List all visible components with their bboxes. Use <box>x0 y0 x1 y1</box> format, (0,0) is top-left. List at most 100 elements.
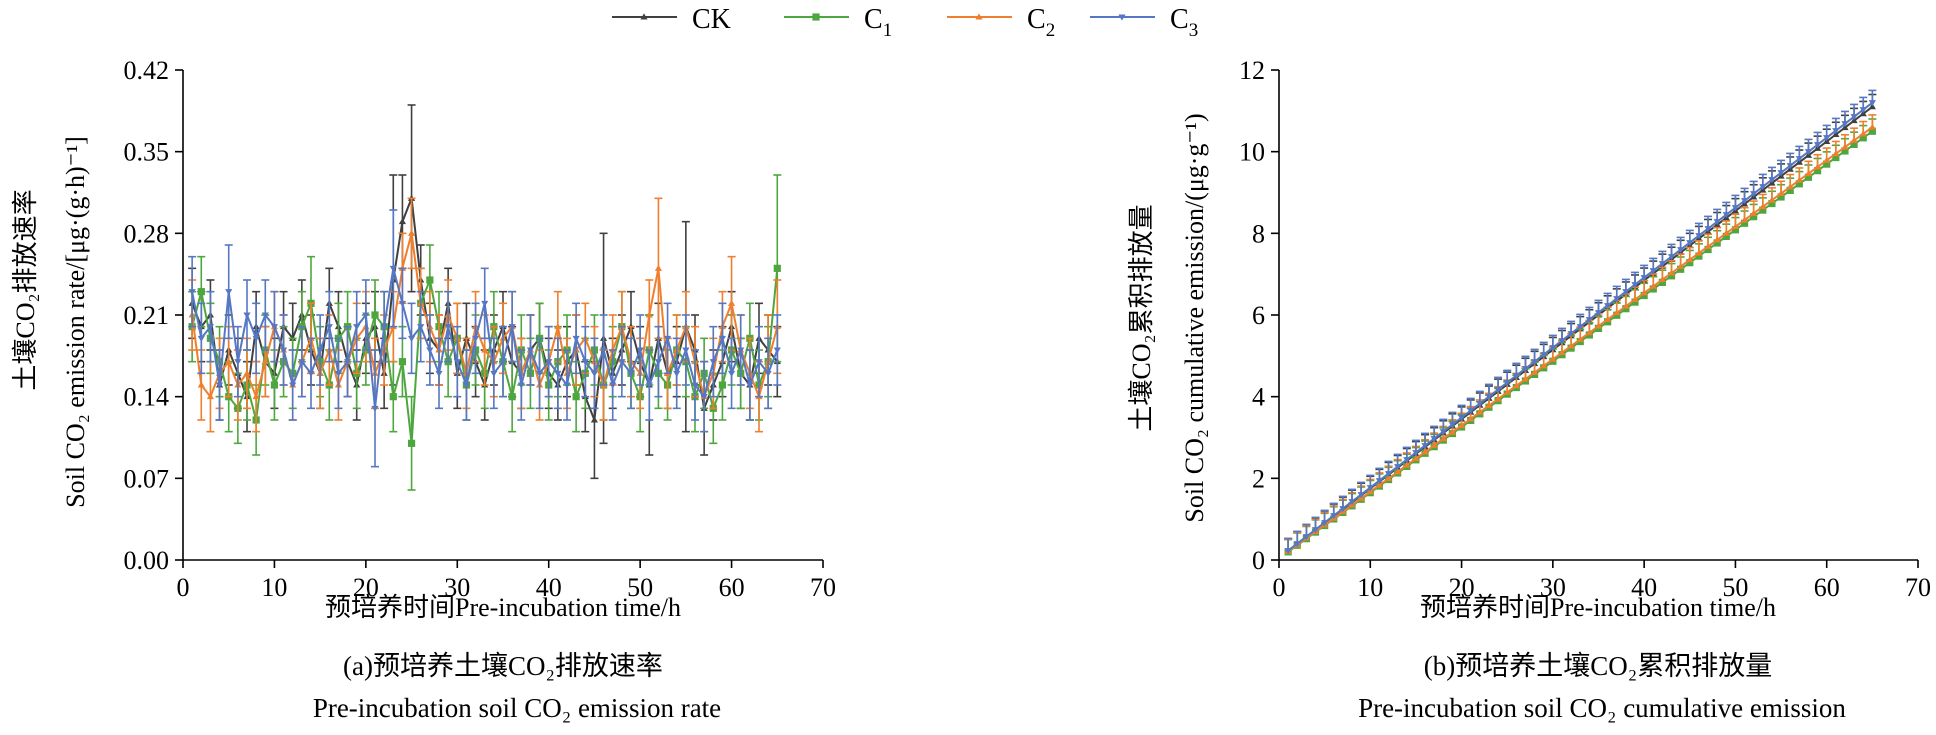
data-point <box>1512 373 1520 380</box>
chart-b: 0 10 20 30 40 50 60 70 0 2 4 6 8 10 12 预培养时间Pre-incub… <box>1127 56 1931 723</box>
chart-a-series <box>188 104 782 491</box>
data-point <box>1366 485 1374 492</box>
data-point <box>1722 229 1730 236</box>
data-point <box>225 289 233 296</box>
data-point <box>1622 302 1630 309</box>
data-point <box>197 288 205 296</box>
data-point <box>1394 464 1402 471</box>
series-c3 <box>1284 89 1877 555</box>
data-point <box>1859 130 1867 137</box>
data-point <box>1795 156 1803 163</box>
data-point <box>1421 443 1429 450</box>
data-point <box>197 381 205 388</box>
data-point <box>1823 156 1831 163</box>
data-point <box>1567 342 1575 349</box>
data-point <box>508 393 516 401</box>
y-tick-label: 4 <box>1252 383 1265 412</box>
data-point <box>453 359 461 366</box>
data-point <box>1448 428 1457 435</box>
data-point <box>1667 269 1676 276</box>
chart-b-caption-en: Pre-incubation soil CO₂ cumulative emiss… <box>1358 693 1846 723</box>
y-tick-label: 10 <box>1239 138 1265 167</box>
data-point <box>1412 455 1420 462</box>
data-point <box>654 264 663 271</box>
data-point <box>1494 395 1502 402</box>
data-point <box>1832 128 1840 135</box>
x-tick-label: 70 <box>1905 573 1931 602</box>
data-point <box>407 229 416 236</box>
data-point <box>1832 150 1840 157</box>
data-point <box>700 394 708 401</box>
chart-b-y-label-cn: 土壤CO₂累积排放量 <box>1127 204 1156 431</box>
data-point <box>554 323 562 330</box>
data-point <box>563 382 571 389</box>
data-point <box>1585 329 1593 336</box>
data-point <box>325 324 333 331</box>
data-point <box>1457 415 1466 422</box>
data-point <box>1649 285 1657 293</box>
data-point <box>1503 388 1511 395</box>
data-point <box>1384 474 1393 482</box>
data-point <box>1677 265 1685 273</box>
data-point <box>234 359 242 366</box>
data-point <box>1576 324 1584 331</box>
data-point <box>1631 298 1639 306</box>
y-tick-label: 12 <box>1239 56 1265 85</box>
data-point <box>1485 401 1493 409</box>
x-tick-label: 10 <box>261 573 287 602</box>
x-tick-label: 40 <box>1631 573 1657 602</box>
data-point <box>1640 291 1648 300</box>
y-tick-label: 0.35 <box>124 138 170 167</box>
data-point <box>1777 170 1785 177</box>
data-point <box>1467 408 1475 415</box>
data-point <box>1658 261 1666 268</box>
data-point <box>1421 448 1429 455</box>
data-point <box>426 276 434 284</box>
data-point <box>581 359 589 366</box>
data-point <box>1859 134 1867 142</box>
data-point <box>1585 317 1593 324</box>
data-point <box>572 393 580 401</box>
data-point <box>243 369 251 376</box>
data-point <box>1640 289 1648 296</box>
data-point <box>1604 315 1612 322</box>
data-point <box>590 370 599 377</box>
legend-item: C3 <box>1090 4 1198 41</box>
data-point <box>471 335 480 342</box>
chart-a-caption-cn: (a)预培养土壤CO₂排放速率 <box>343 651 663 681</box>
x-tick-label: 60 <box>1814 573 1840 602</box>
data-point <box>1759 206 1767 214</box>
data-point <box>1311 527 1320 534</box>
data-point <box>1640 275 1648 282</box>
data-point <box>407 439 416 447</box>
data-point <box>1704 226 1712 233</box>
data-point <box>1540 362 1548 369</box>
chart-b-caption-cn: (b)预培养土壤CO₂累积排放量 <box>1424 651 1772 681</box>
data-point <box>481 346 489 353</box>
data-point <box>1622 289 1630 296</box>
data-point <box>1759 184 1767 191</box>
data-point <box>1731 226 1740 234</box>
data-point <box>1476 401 1484 408</box>
data-point <box>1558 348 1566 356</box>
chart-a-x-ticks: 0 10 20 30 40 50 60 70 <box>177 560 836 602</box>
chart-a-y-ticks: 0.00 0.07 0.14 0.21 0.28 0.35 0.42 <box>124 56 183 575</box>
data-point <box>1695 252 1703 260</box>
chart-a-x-label: 预培养时间Pre-incubation time/h <box>325 593 681 622</box>
data-point <box>1540 352 1548 359</box>
data-point <box>1467 415 1475 422</box>
data-point <box>1403 457 1411 464</box>
data-point <box>1631 295 1639 303</box>
data-point <box>1558 338 1566 345</box>
data-point <box>225 358 233 365</box>
data-point <box>215 382 224 389</box>
data-point <box>645 311 653 318</box>
data-point <box>1868 123 1876 130</box>
data-point <box>1859 107 1867 114</box>
data-point <box>636 347 644 354</box>
data-point <box>1768 199 1776 208</box>
data-point <box>1448 422 1457 429</box>
data-point <box>380 324 388 331</box>
data-point <box>334 370 343 377</box>
data-point <box>343 359 352 366</box>
